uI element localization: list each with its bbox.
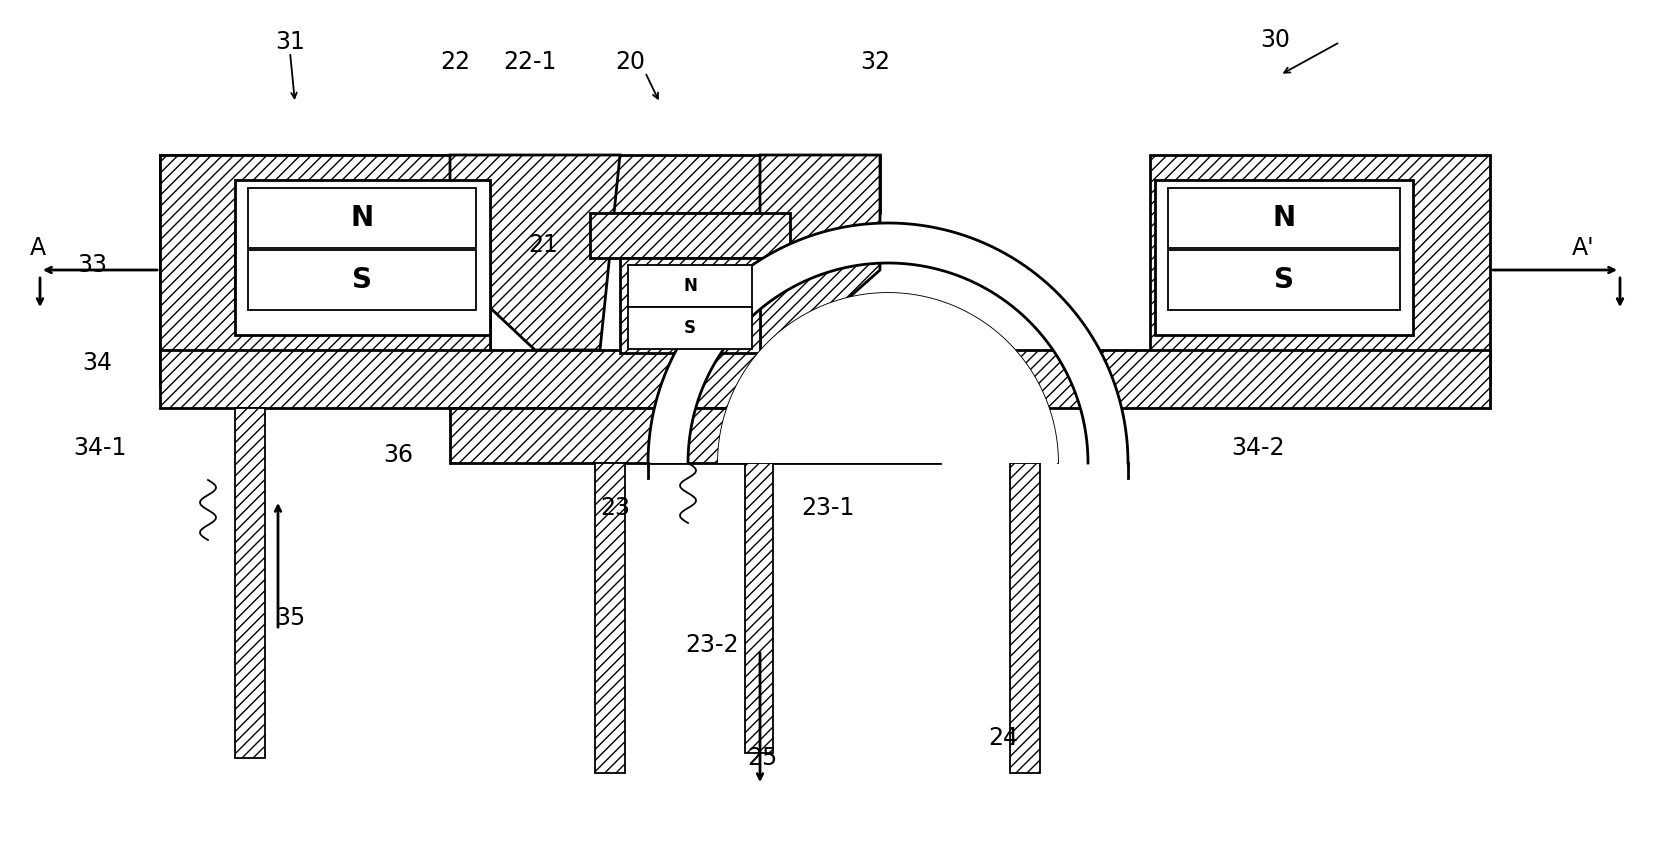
- Bar: [160, 310, 490, 385]
- Text: 34-1: 34-1: [73, 436, 127, 460]
- Bar: [628, 307, 752, 349]
- Text: 33: 33: [77, 253, 107, 277]
- Bar: [235, 230, 490, 310]
- Text: 20: 20: [615, 50, 645, 74]
- Text: 35: 35: [275, 606, 305, 630]
- Text: 34-2: 34-2: [1232, 436, 1285, 460]
- Bar: [1155, 180, 1414, 335]
- Text: 30: 30: [1260, 28, 1290, 52]
- Bar: [620, 258, 760, 353]
- Bar: [235, 180, 490, 335]
- Text: 22: 22: [440, 50, 470, 74]
- Polygon shape: [648, 223, 1129, 463]
- Text: A: A: [30, 236, 47, 260]
- Bar: [1010, 463, 1040, 773]
- Text: 23-2: 23-2: [685, 633, 738, 657]
- Polygon shape: [760, 155, 880, 350]
- Bar: [235, 408, 265, 758]
- Bar: [160, 155, 490, 385]
- Bar: [1169, 188, 1400, 248]
- Polygon shape: [450, 155, 620, 350]
- Bar: [1150, 155, 1490, 385]
- Text: S: S: [352, 266, 372, 294]
- Text: A': A': [1572, 236, 1594, 260]
- Bar: [248, 188, 477, 248]
- Bar: [590, 213, 790, 258]
- Text: N: N: [683, 277, 697, 295]
- Text: 22-1: 22-1: [503, 50, 557, 74]
- Bar: [628, 265, 752, 307]
- Text: 23-1: 23-1: [802, 496, 855, 520]
- Text: 34: 34: [82, 351, 112, 375]
- Text: 32: 32: [860, 50, 890, 74]
- Bar: [595, 463, 625, 773]
- Bar: [160, 230, 235, 310]
- Bar: [1169, 250, 1400, 310]
- Text: 23: 23: [600, 496, 630, 520]
- Text: 25: 25: [747, 746, 777, 770]
- Bar: [745, 463, 773, 753]
- Bar: [450, 408, 940, 463]
- Polygon shape: [718, 293, 1059, 463]
- Text: N: N: [1272, 204, 1295, 232]
- Text: S: S: [1274, 266, 1294, 294]
- Bar: [450, 155, 880, 213]
- Bar: [248, 250, 477, 310]
- Text: 21: 21: [528, 233, 558, 257]
- Bar: [160, 155, 490, 230]
- Text: 24: 24: [989, 726, 1019, 750]
- Bar: [160, 350, 1490, 408]
- Text: 36: 36: [383, 443, 413, 467]
- Text: 31: 31: [275, 30, 305, 54]
- Text: N: N: [350, 204, 373, 232]
- Text: S: S: [683, 319, 697, 337]
